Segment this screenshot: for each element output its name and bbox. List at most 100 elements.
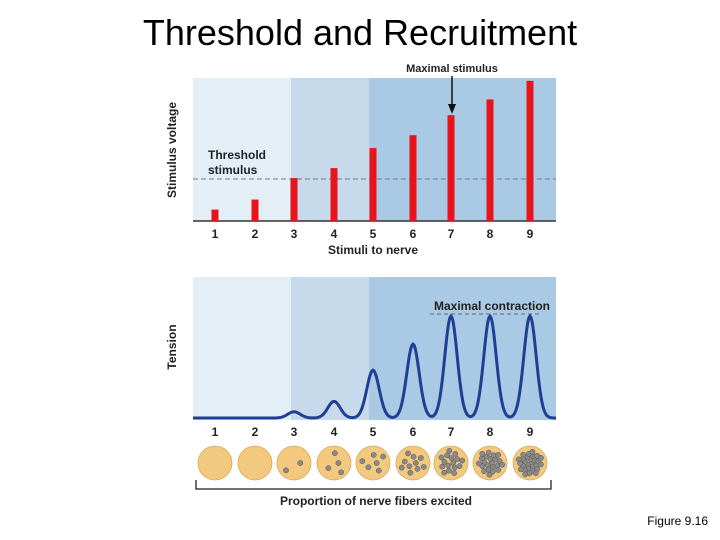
excited-fiber-dot xyxy=(456,463,463,469)
excited-fiber-dot xyxy=(452,450,459,457)
excited-fiber-dot xyxy=(451,470,458,476)
stimulus-tick-label: 8 xyxy=(487,227,494,241)
maximal-stimulus-arrow-head xyxy=(448,104,456,114)
excited-fiber-dot xyxy=(529,448,536,455)
excited-fiber-dot xyxy=(398,464,405,471)
excited-fiber-dot xyxy=(522,471,529,478)
nerve-fiber-circles xyxy=(197,445,548,481)
excited-fiber-dot xyxy=(439,463,445,470)
excited-fiber-dot xyxy=(365,464,372,471)
excited-fiber-dot xyxy=(325,465,332,472)
excited-fiber-dot xyxy=(283,467,289,474)
excited-fiber-dot xyxy=(359,458,366,464)
fibers-excited-label: Proportion of nerve fibers excited xyxy=(280,494,472,508)
background-band-subthreshold xyxy=(193,78,291,221)
excited-fiber-dot xyxy=(412,460,419,466)
excited-fiber-dot xyxy=(485,449,492,456)
excited-fiber-dot xyxy=(459,457,466,464)
y-axis-label-tension: Tension xyxy=(165,324,179,369)
tension-tick-label: 3 xyxy=(291,425,298,439)
bottom-tick-labels: 1 2 3 4 5 6 7 8 9 xyxy=(212,425,534,439)
threshold-label-line1: Threshold xyxy=(208,148,266,162)
excited-fiber-dot xyxy=(438,454,445,461)
excited-fiber-dot xyxy=(332,450,338,457)
stimulus-bar xyxy=(447,115,455,221)
tension-tick-label: 6 xyxy=(410,425,417,439)
excited-fiber-dot xyxy=(417,455,424,461)
excited-fiber-dot xyxy=(297,460,304,466)
excited-fiber-dot xyxy=(373,460,380,466)
excited-fiber-dot xyxy=(495,467,502,473)
excited-fiber-dot xyxy=(414,466,421,472)
excited-fiber-dot xyxy=(375,467,382,474)
excited-fiber-dot xyxy=(410,453,417,460)
excited-fiber-dot xyxy=(338,469,344,476)
stimulus-bar xyxy=(526,80,534,221)
excited-fiber-dot xyxy=(486,471,493,478)
excited-fiber-dot xyxy=(405,450,411,457)
figure-caption: Figure 9.16 xyxy=(647,514,708,528)
excited-fiber-dot xyxy=(441,469,448,476)
stimulus-bars xyxy=(211,80,534,221)
bottom-panel: 1 2 3 4 5 6 7 8 9 Tension Maximal contraction Pr… xyxy=(165,277,557,508)
excited-fiber-dot xyxy=(476,460,482,467)
y-axis-label-voltage: Stimulus voltage xyxy=(165,102,179,198)
excited-fiber-dot xyxy=(420,464,427,470)
background-band-subthreshold-bottom xyxy=(193,277,291,420)
excited-fiber-dot xyxy=(446,467,452,474)
excited-fiber-dot xyxy=(335,460,342,466)
tension-tick-label: 5 xyxy=(370,425,377,439)
tension-curve xyxy=(193,313,557,420)
excited-fiber-dot xyxy=(370,452,377,458)
stimulus-tick-label: 6 xyxy=(410,227,417,241)
maximal-stimulus-label: Maximal stimulus xyxy=(406,63,498,75)
nerve-fiber-circle xyxy=(197,445,233,481)
excited-fiber-dot xyxy=(451,464,458,471)
excited-fiber-dot xyxy=(448,455,455,461)
excited-fiber-dot xyxy=(520,451,527,458)
excited-fiber-dot xyxy=(380,453,386,460)
top-tick-labels: 1 2 3 4 5 6 7 8 9 xyxy=(212,227,534,241)
stimulus-tick-label: 1 xyxy=(212,227,219,241)
excited-fiber-dot xyxy=(444,452,450,459)
excited-fiber-dot xyxy=(454,456,461,462)
stimulus-tick-label: 2 xyxy=(252,227,259,241)
stimulus-bar xyxy=(251,199,259,221)
tension-tick-label: 9 xyxy=(527,425,534,439)
stimulus-bar xyxy=(211,209,219,221)
stimulus-tick-label: 4 xyxy=(331,227,338,241)
tension-tick-label: 4 xyxy=(331,425,338,439)
excited-fiber-dot xyxy=(495,452,501,458)
excited-fiber-dot xyxy=(481,468,488,475)
tension-tick-label: 2 xyxy=(252,425,259,439)
stimulus-bar xyxy=(409,135,417,221)
background-band-recruitment xyxy=(291,78,369,221)
tension-tick-label: 1 xyxy=(212,425,219,439)
excited-fiber-dot xyxy=(499,461,506,468)
tension-tick-label: 8 xyxy=(487,425,494,439)
excited-fiber-dot xyxy=(446,447,453,454)
stimulus-tick-label: 5 xyxy=(370,227,377,241)
background-band-maximal xyxy=(369,78,556,221)
excited-fiber-dot xyxy=(517,466,524,473)
excited-fiber-dot xyxy=(401,458,408,465)
excited-fiber-dot xyxy=(515,456,522,463)
excited-fiber-dot xyxy=(406,463,413,470)
stimulus-bar xyxy=(369,148,377,221)
top-panel: 1 2 3 4 5 6 7 8 9 Stimulus voltage Threshold sti… xyxy=(165,63,556,257)
x-axis-label-stimuli: Stimuli to nerve xyxy=(328,243,418,257)
excited-fiber-dot xyxy=(450,460,457,466)
excited-fiber-dot xyxy=(479,450,486,457)
stimulus-tick-label: 7 xyxy=(448,227,455,241)
excited-fiber-dot xyxy=(538,455,544,461)
maximal-contraction-label: Maximal contraction xyxy=(434,299,550,313)
stimulus-tick-label: 3 xyxy=(291,227,298,241)
stimulus-bar xyxy=(290,178,298,221)
threshold-label-line2: stimulus xyxy=(208,163,258,177)
background-band-recruitment-bottom xyxy=(291,277,369,420)
bracket xyxy=(195,480,552,490)
tension-tick-label: 7 xyxy=(448,425,455,439)
excited-fiber-dot xyxy=(532,470,539,476)
slide-title: Threshold and Recruitment xyxy=(142,12,578,53)
